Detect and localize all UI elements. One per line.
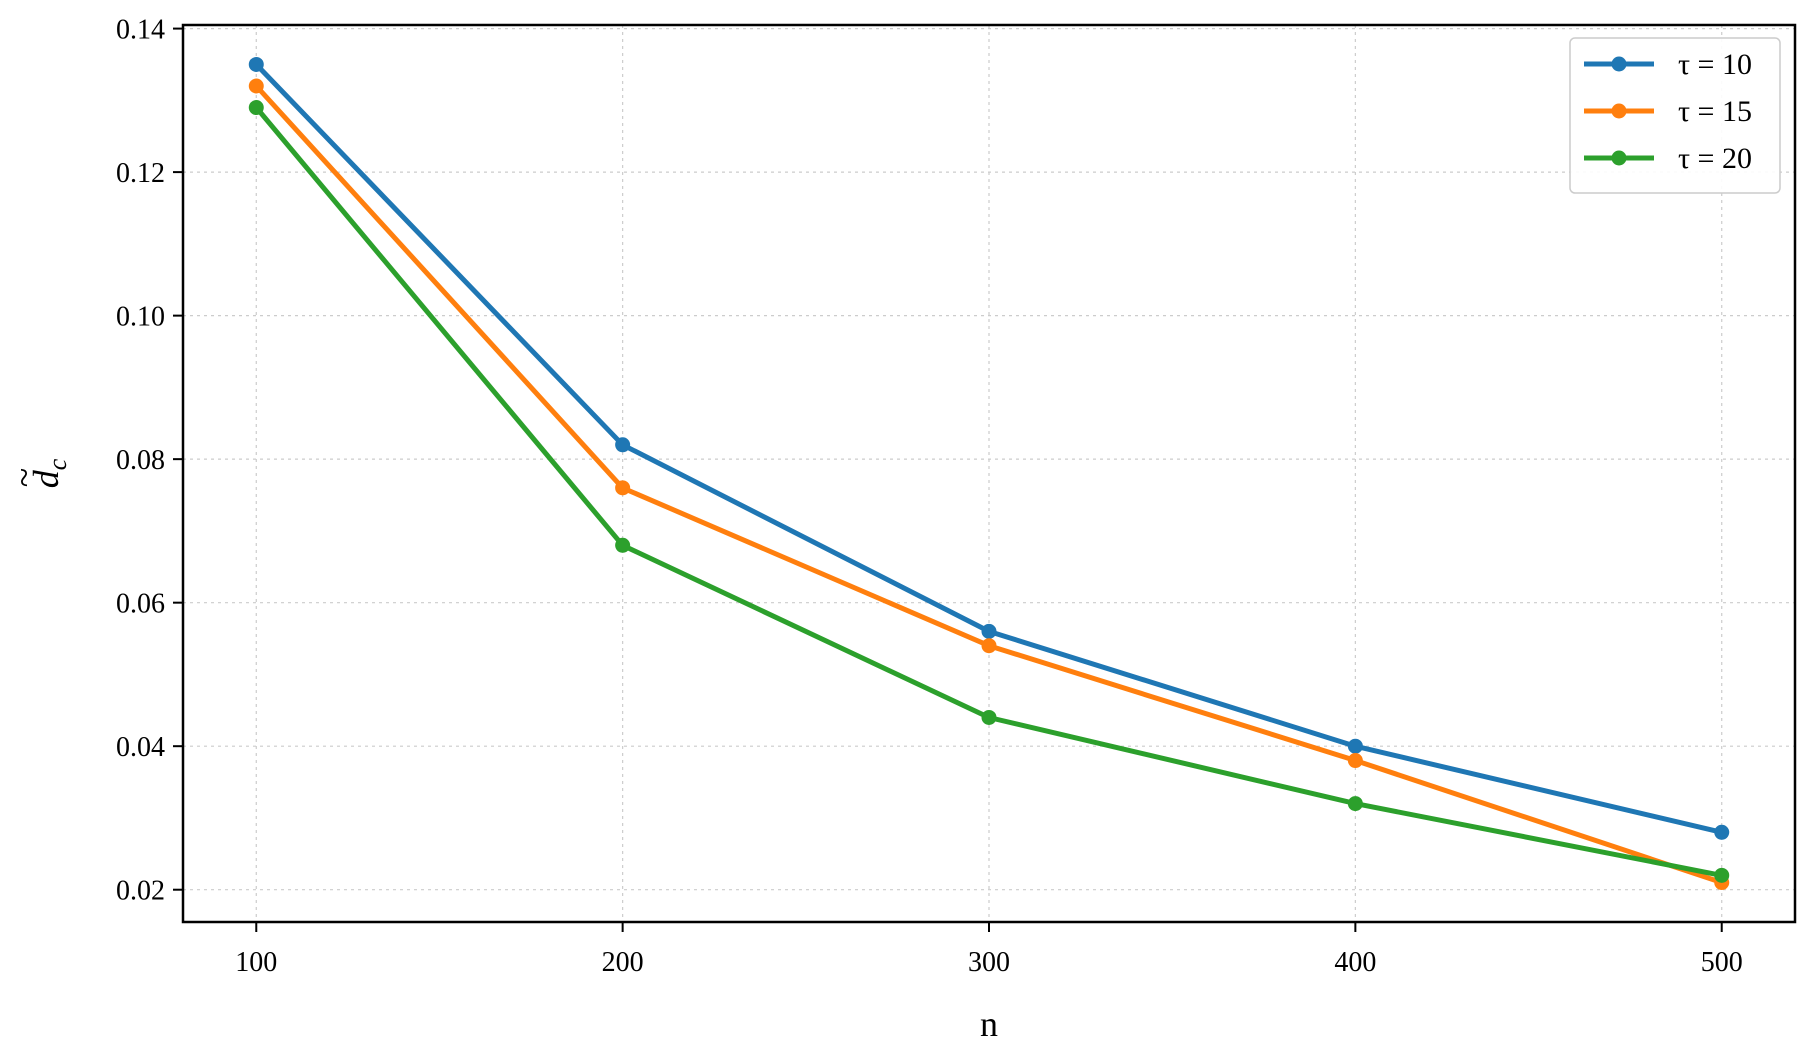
data-point — [981, 638, 997, 654]
legend-label: τ = 20 — [1678, 142, 1752, 175]
data-point — [1347, 738, 1363, 754]
y-axis-label-base: d — [26, 469, 66, 488]
svg-text:dc: dc — [26, 458, 72, 488]
data-point — [1714, 824, 1730, 840]
y-tick-label: 0.04 — [116, 732, 165, 763]
legend-item: τ = 15 — [1584, 95, 1752, 128]
x-axis-label: n — [980, 1004, 998, 1044]
data-point — [1714, 867, 1730, 883]
y-tick-label: 0.02 — [116, 876, 165, 907]
legend-swatch-marker — [1611, 150, 1627, 166]
series-line — [253, 83, 1725, 885]
data-point — [981, 623, 997, 639]
legend-label: τ = 10 — [1678, 48, 1752, 81]
data-point — [615, 537, 631, 553]
data-point — [248, 100, 264, 116]
legend-label: τ = 15 — [1678, 95, 1752, 128]
legend-swatch-marker — [1611, 103, 1627, 119]
y-tick-label: 0.06 — [116, 589, 165, 620]
x-tick-label: 400 — [1334, 947, 1376, 978]
legend-item: τ = 20 — [1584, 142, 1752, 175]
y-axis-label-accent: ~ — [4, 468, 44, 487]
legend-swatch-marker — [1611, 56, 1627, 72]
data-point — [248, 56, 264, 72]
x-axis: 100 200 300 400 500 — [235, 922, 1743, 978]
series-1 — [248, 56, 1730, 840]
data-point — [615, 437, 631, 453]
x-tick-label: 100 — [235, 947, 277, 978]
y-axis-label: dc ~ — [4, 458, 72, 488]
y-tick-label: 0.08 — [116, 445, 165, 476]
data-point — [1347, 753, 1363, 769]
data-point — [981, 709, 997, 725]
x-tick-label: 200 — [602, 947, 644, 978]
grid — [183, 25, 1795, 922]
data-point — [1347, 796, 1363, 812]
series-2 — [248, 78, 1730, 891]
series-3 — [248, 100, 1730, 883]
legend: τ = 10 τ = 15 τ = 20 — [1569, 37, 1781, 194]
legend-item: τ = 10 — [1584, 48, 1752, 81]
y-tick-label: 0.12 — [116, 158, 165, 189]
y-axis-label-subscript: c — [43, 458, 72, 470]
y-axis: 0.02 0.04 0.06 0.08 0.10 0.12 0.14 — [116, 15, 183, 907]
series-group — [248, 56, 1730, 891]
y-tick-label: 0.10 — [116, 302, 165, 333]
data-point — [615, 480, 631, 496]
x-tick-label: 500 — [1701, 947, 1743, 978]
x-tick-label: 300 — [968, 947, 1010, 978]
data-point — [248, 78, 264, 94]
y-tick-label: 0.14 — [116, 15, 165, 46]
